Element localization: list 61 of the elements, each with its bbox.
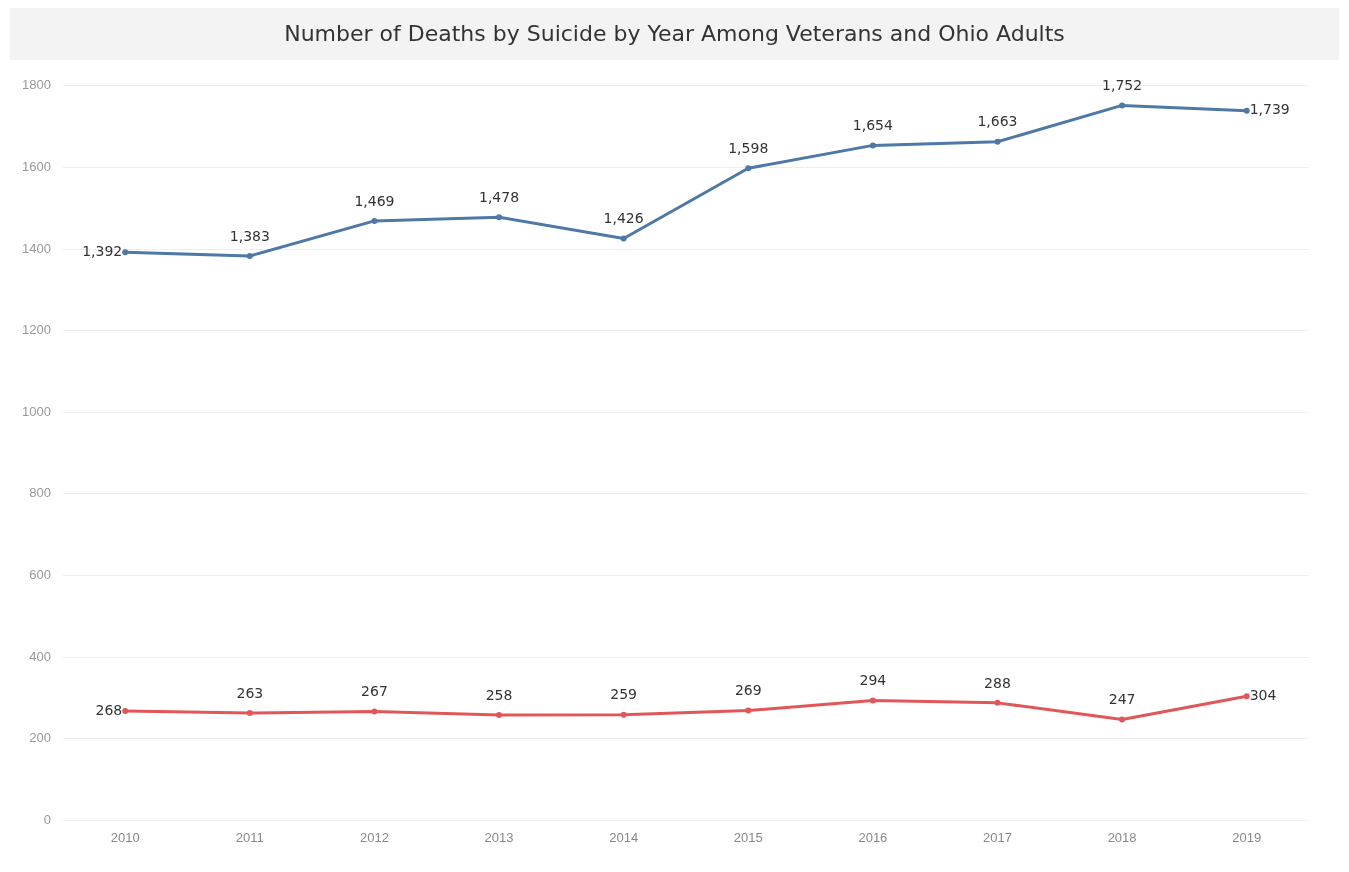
point xyxy=(620,711,627,718)
point xyxy=(122,249,129,256)
data-label: 1,469 xyxy=(354,192,395,209)
data-label: 1,383 xyxy=(229,227,270,244)
y-tick-label: 200 xyxy=(29,730,51,746)
x-tick-label: 2010 xyxy=(110,829,140,845)
point xyxy=(122,708,129,715)
point xyxy=(496,712,503,719)
data-label: 1,426 xyxy=(603,210,644,227)
x-tick-label: 2014 xyxy=(609,829,639,845)
data-label: 247 xyxy=(1108,691,1136,708)
data-label: 259 xyxy=(610,686,638,703)
x-tick-label: 2016 xyxy=(858,829,888,845)
data-label: 1,752 xyxy=(1102,77,1143,94)
point xyxy=(994,699,1001,706)
point xyxy=(745,165,752,172)
point xyxy=(496,214,503,221)
y-tick-label: 400 xyxy=(29,648,51,664)
x-tick-label: 2015 xyxy=(733,829,763,845)
data-label: 263 xyxy=(236,684,264,701)
data-label: 1,598 xyxy=(728,139,769,156)
point xyxy=(620,235,627,242)
data-label: 1,478 xyxy=(479,188,520,205)
point xyxy=(371,708,378,715)
point xyxy=(869,142,876,149)
point xyxy=(1243,693,1250,700)
x-tick-label: 2018 xyxy=(1107,829,1137,845)
chart-title: Number of Deaths by Suicide by Year Among Veterans and Ohio Adults xyxy=(10,8,1339,60)
point xyxy=(1119,716,1126,723)
x-tick-label: 2012 xyxy=(359,829,389,845)
y-tick-label: 1200 xyxy=(22,322,51,338)
point xyxy=(371,217,378,224)
data-label: 294 xyxy=(859,672,887,689)
y-tick-label: 800 xyxy=(29,485,51,501)
data-label: 1,739 xyxy=(1249,101,1290,118)
data-label: 269 xyxy=(734,682,762,699)
point xyxy=(246,710,253,717)
point xyxy=(246,252,253,259)
point xyxy=(869,697,876,704)
y-tick-label: 600 xyxy=(29,567,51,583)
x-tick-label: 2011 xyxy=(235,829,264,845)
data-label: 288 xyxy=(984,674,1011,691)
data-label: 304 xyxy=(1249,686,1277,703)
y-tick-label: 1400 xyxy=(22,240,51,256)
point xyxy=(1243,107,1250,114)
x-tick-label: 2017 xyxy=(983,829,1012,845)
point xyxy=(745,707,752,714)
data-label: 267 xyxy=(361,683,388,700)
y-tick-label: 0 xyxy=(43,811,51,827)
x-tick-label: 2019 xyxy=(1232,829,1262,845)
y-tick-label: 1000 xyxy=(22,403,51,419)
x-tick-label: 2013 xyxy=(484,829,514,845)
point xyxy=(1119,102,1126,109)
y-tick-label: 1600 xyxy=(22,159,51,174)
y-tick-label: 1800 xyxy=(22,77,51,93)
data-label: 268 xyxy=(95,701,123,718)
data-label: 1,663 xyxy=(977,113,1018,130)
data-label: 1,654 xyxy=(852,117,893,134)
point xyxy=(994,138,1001,145)
data-label: 1,392 xyxy=(82,242,123,259)
data-label: 258 xyxy=(485,686,513,703)
